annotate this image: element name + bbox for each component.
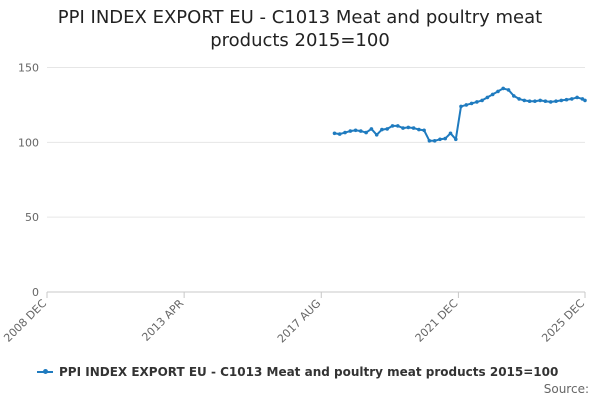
data-point — [480, 98, 484, 103]
data-point — [448, 131, 453, 136]
data-point — [475, 100, 479, 104]
data-point — [396, 124, 400, 128]
data-point — [517, 97, 521, 101]
y-tick-label-50: 50 — [25, 211, 39, 224]
data-point — [359, 129, 363, 133]
data-point — [522, 98, 527, 103]
data-point — [369, 127, 374, 131]
data-point — [427, 139, 432, 143]
data-point — [580, 97, 585, 101]
data-point — [506, 88, 511, 92]
data-point — [548, 100, 553, 104]
data-point — [485, 95, 490, 100]
data-point — [353, 128, 358, 133]
data-point — [543, 99, 548, 103]
data-point — [374, 133, 379, 137]
data-point — [501, 86, 506, 91]
data-point — [454, 137, 458, 142]
data-point — [490, 92, 495, 97]
series-line — [334, 87, 586, 142]
y-tick-label-150: 150 — [18, 61, 39, 74]
x-tick-label-4: 2025 DEC — [539, 297, 587, 345]
x-tick-label-1: 2013 APR — [139, 297, 186, 344]
chart-legend[interactable]: PPI INDEX EXPORT EU - C1013 Meat and pou… — [37, 365, 558, 379]
data-point — [332, 131, 337, 136]
x-tick-label-3: 2021 DEC — [413, 297, 461, 345]
data-point — [337, 132, 342, 136]
x-tick-label-0: 2008 DEC — [1, 297, 49, 345]
data-point — [570, 97, 574, 101]
legend-label: PPI INDEX EXPORT EU - C1013 Meat and pou… — [59, 365, 559, 379]
data-point — [512, 94, 516, 98]
data-point — [538, 98, 542, 103]
y-tick-label-0: 0 — [32, 286, 39, 299]
x-tick-label-2: 2017 AUG — [275, 297, 324, 346]
data-point — [559, 98, 564, 103]
data-point — [554, 99, 558, 103]
data-point — [401, 126, 405, 130]
data-point — [411, 126, 416, 130]
data-point — [417, 127, 421, 132]
data-point — [364, 130, 368, 135]
data-point — [432, 139, 437, 143]
data-point — [443, 136, 448, 141]
data-point — [533, 99, 537, 103]
legend-line-marker-icon — [37, 367, 53, 377]
data-point — [575, 95, 579, 100]
data-point — [564, 97, 569, 102]
data-point — [496, 89, 500, 94]
data-point — [422, 128, 426, 133]
data-point — [380, 127, 384, 132]
data-point — [390, 124, 395, 128]
data-point — [343, 130, 347, 135]
data-point — [406, 125, 411, 130]
data-point — [464, 103, 469, 107]
data-point — [438, 137, 442, 142]
chart-title: PPI INDEX EXPORT EU - C1013 Meat and pou… — [57, 7, 543, 51]
data-point — [527, 99, 532, 103]
data-point — [459, 104, 463, 109]
source-label: Source: — [543, 382, 589, 396]
y-tick-label-100: 100 — [18, 136, 39, 149]
data-point — [385, 127, 390, 131]
data-point — [348, 129, 353, 133]
data-point — [583, 98, 587, 103]
data-point — [469, 101, 474, 106]
